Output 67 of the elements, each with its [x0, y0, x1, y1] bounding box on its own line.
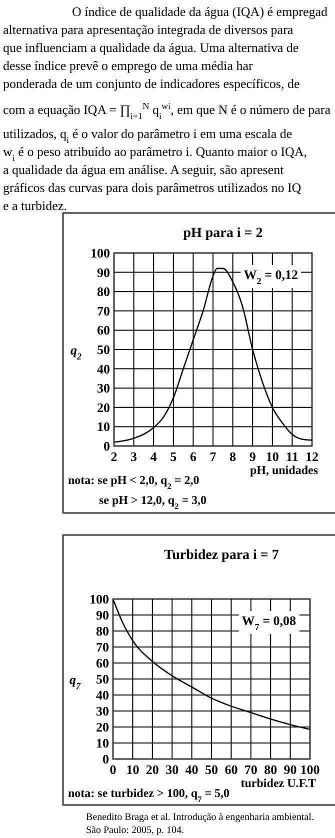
x-axis-title: pH, unidades: [250, 463, 318, 477]
x-tick-label: 3: [130, 449, 138, 464]
text: gráficos das curvas para dois parâmetros utilizados no IQ: [3, 180, 302, 195]
text: w$_{i}$ é o peso atribuído ao parâmetro i. Quanto maior o IQA,: [3, 144, 307, 163]
y-tick-label: 10: [97, 419, 110, 434]
x-tick-label: 12: [306, 449, 318, 464]
x-tick-label: 11: [286, 449, 298, 464]
x-tick-label: 40: [185, 762, 198, 777]
y-tick-label: 40: [96, 688, 109, 702]
y-tick-label: 20: [96, 720, 109, 734]
x-tick-label: 4: [150, 449, 158, 464]
y-tick-label: 50: [96, 672, 109, 686]
text: nota: se turbidez > 100, q$_{7}$ = 5,0: [68, 786, 230, 804]
y-tick-label: 70: [96, 640, 109, 654]
y-tick-label: 100: [90, 592, 109, 606]
text: desse índice prevê o emprego de uma média har: [3, 58, 254, 73]
text: São Paulo: 2005, p. 104.: [86, 825, 184, 836]
y-tick-label: 20: [97, 400, 110, 415]
x-tick-label: 2: [110, 449, 118, 464]
x-tick-label: 20: [146, 762, 159, 777]
y-tick-label: 70: [97, 303, 110, 318]
text: que influenciam a qualidade da água. Uma alternativa de: [3, 40, 299, 55]
y-tick-label: 0: [102, 752, 109, 766]
x-tick-label: 10: [126, 762, 140, 777]
text: e a turbidez.: [3, 198, 67, 213]
text: com a equação IQA = ∏$_{i=1}$$^{N}$ q$_{i}$$^{wi}$, em que N é o número de para: [3, 101, 331, 121]
y-axis-title: q$_{7}$: [69, 672, 81, 691]
x-tick-label: 50: [205, 762, 218, 777]
x-tick-label: 70: [244, 762, 258, 777]
x-tick-label: 5: [170, 449, 178, 464]
x-tick-label: 100: [300, 762, 320, 777]
y-tick-label: 60: [96, 656, 109, 670]
annotation: W$_{2}$ = 0,12: [244, 267, 298, 286]
y-tick-label: 30: [96, 704, 109, 718]
x-tick-label: 80: [264, 762, 278, 777]
y-tick-label: 30: [97, 380, 110, 396]
y-tick-label: 10: [96, 736, 109, 750]
text: nota: se pH < 2,0, q$_{2}$ = 2,0: [68, 473, 200, 490]
text: Benedito Braga et al. Introdução à engenharia ambiental.: [86, 812, 314, 823]
y-tick-label: 90: [96, 608, 109, 622]
y-tick-label: 50: [97, 342, 110, 357]
x-tick-label: 10: [266, 449, 279, 464]
text: alternativa para apresentação integrada de diversos para: [3, 22, 294, 37]
text: a qualidade da água em análise. A seguir, são apresent: [3, 162, 284, 177]
text: ponderada de um conjunto de indicadores específicos, de: [3, 76, 300, 91]
x-tick-label: 7: [210, 449, 217, 464]
chart-title: pH para i = 2: [183, 226, 263, 241]
y-tick-label: 80: [97, 284, 110, 300]
y-tick-label: 0: [104, 438, 110, 454]
x-tick-label: 6: [190, 449, 197, 464]
text: se pH > 12,0, q$_{2}$ = 3,0: [99, 493, 207, 510]
y-tick-label: 100: [90, 246, 110, 260]
y-tick-label: 90: [97, 264, 110, 280]
x-tick-label: 30: [166, 762, 179, 777]
annotation: W$_{7}$ = 0,08: [242, 613, 296, 632]
y-tick-label: 40: [97, 361, 110, 376]
x-tick-label: 8: [230, 449, 237, 464]
text: O índice de qualidade da água (IQA) é empregad: [72, 4, 328, 19]
y-tick-label: 80: [96, 624, 109, 638]
text: utilizados, q$_{i}$ é o valor do parâmetro i em uma escala de: [3, 126, 292, 145]
x-tick-label: 90: [284, 762, 297, 777]
y-axis-title: q$_{2}$: [70, 342, 82, 362]
chart-title: Turbidez para i = 7: [164, 548, 279, 563]
x-tick-label: 60: [224, 762, 238, 777]
x-axis-title: turbidez U.F.T: [240, 776, 316, 790]
x-tick-label: 9: [249, 449, 256, 464]
y-tick-label: 60: [97, 322, 110, 338]
